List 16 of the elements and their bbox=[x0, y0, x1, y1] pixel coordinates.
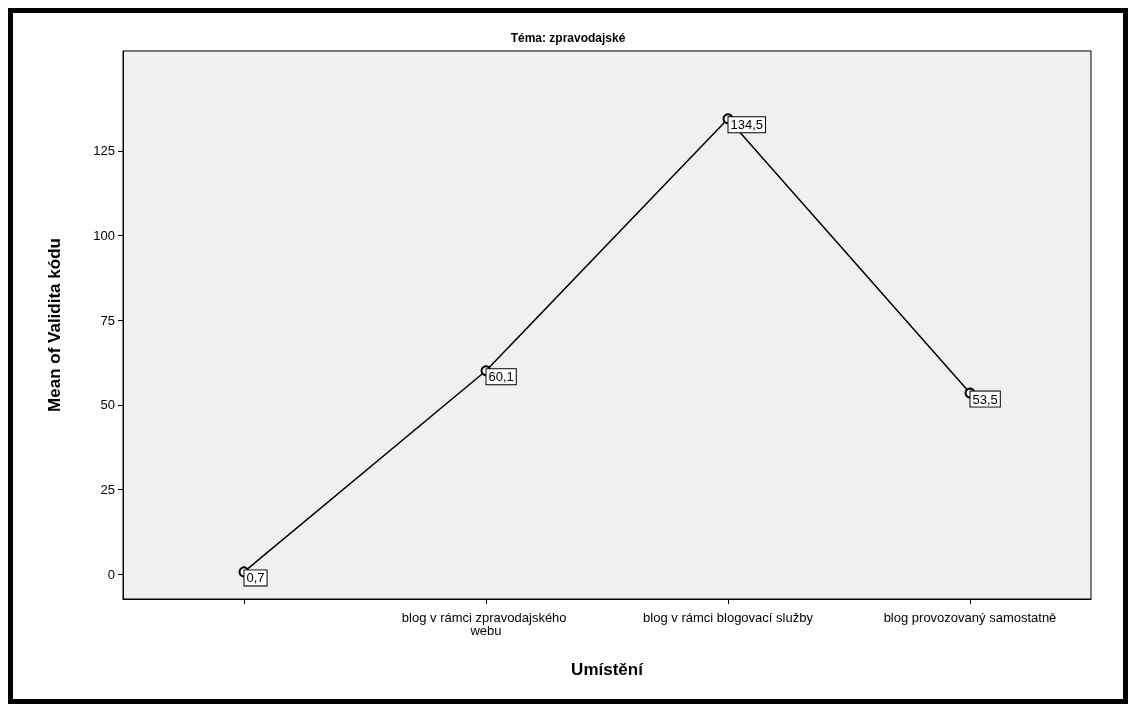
y-tick-label: 125 bbox=[93, 143, 115, 159]
y-tick-label: 100 bbox=[93, 228, 115, 244]
x-axis-title: Umístění bbox=[571, 660, 645, 679]
y-tick-label: 75 bbox=[100, 312, 115, 328]
y-axis-title: Mean of Validita kódu bbox=[45, 238, 64, 412]
x-tick-label: blog provozovaný samostatně bbox=[883, 610, 1057, 625]
data-label: 134,5 bbox=[730, 117, 764, 133]
y-tick-label: 0 bbox=[107, 566, 115, 582]
x-tick-label: blog v rámci blogovací služby bbox=[643, 610, 814, 625]
y-tick-label: 50 bbox=[100, 397, 115, 413]
data-label: 60,1 bbox=[488, 369, 514, 385]
x-tick-label: blog v rámci zpravodajského webu bbox=[401, 610, 571, 638]
y-tick-label: 25 bbox=[100, 482, 115, 498]
chart-title: Téma: zpravodajské bbox=[510, 31, 626, 45]
data-label: 0,7 bbox=[246, 570, 265, 586]
data-label: 53,5 bbox=[972, 391, 998, 407]
